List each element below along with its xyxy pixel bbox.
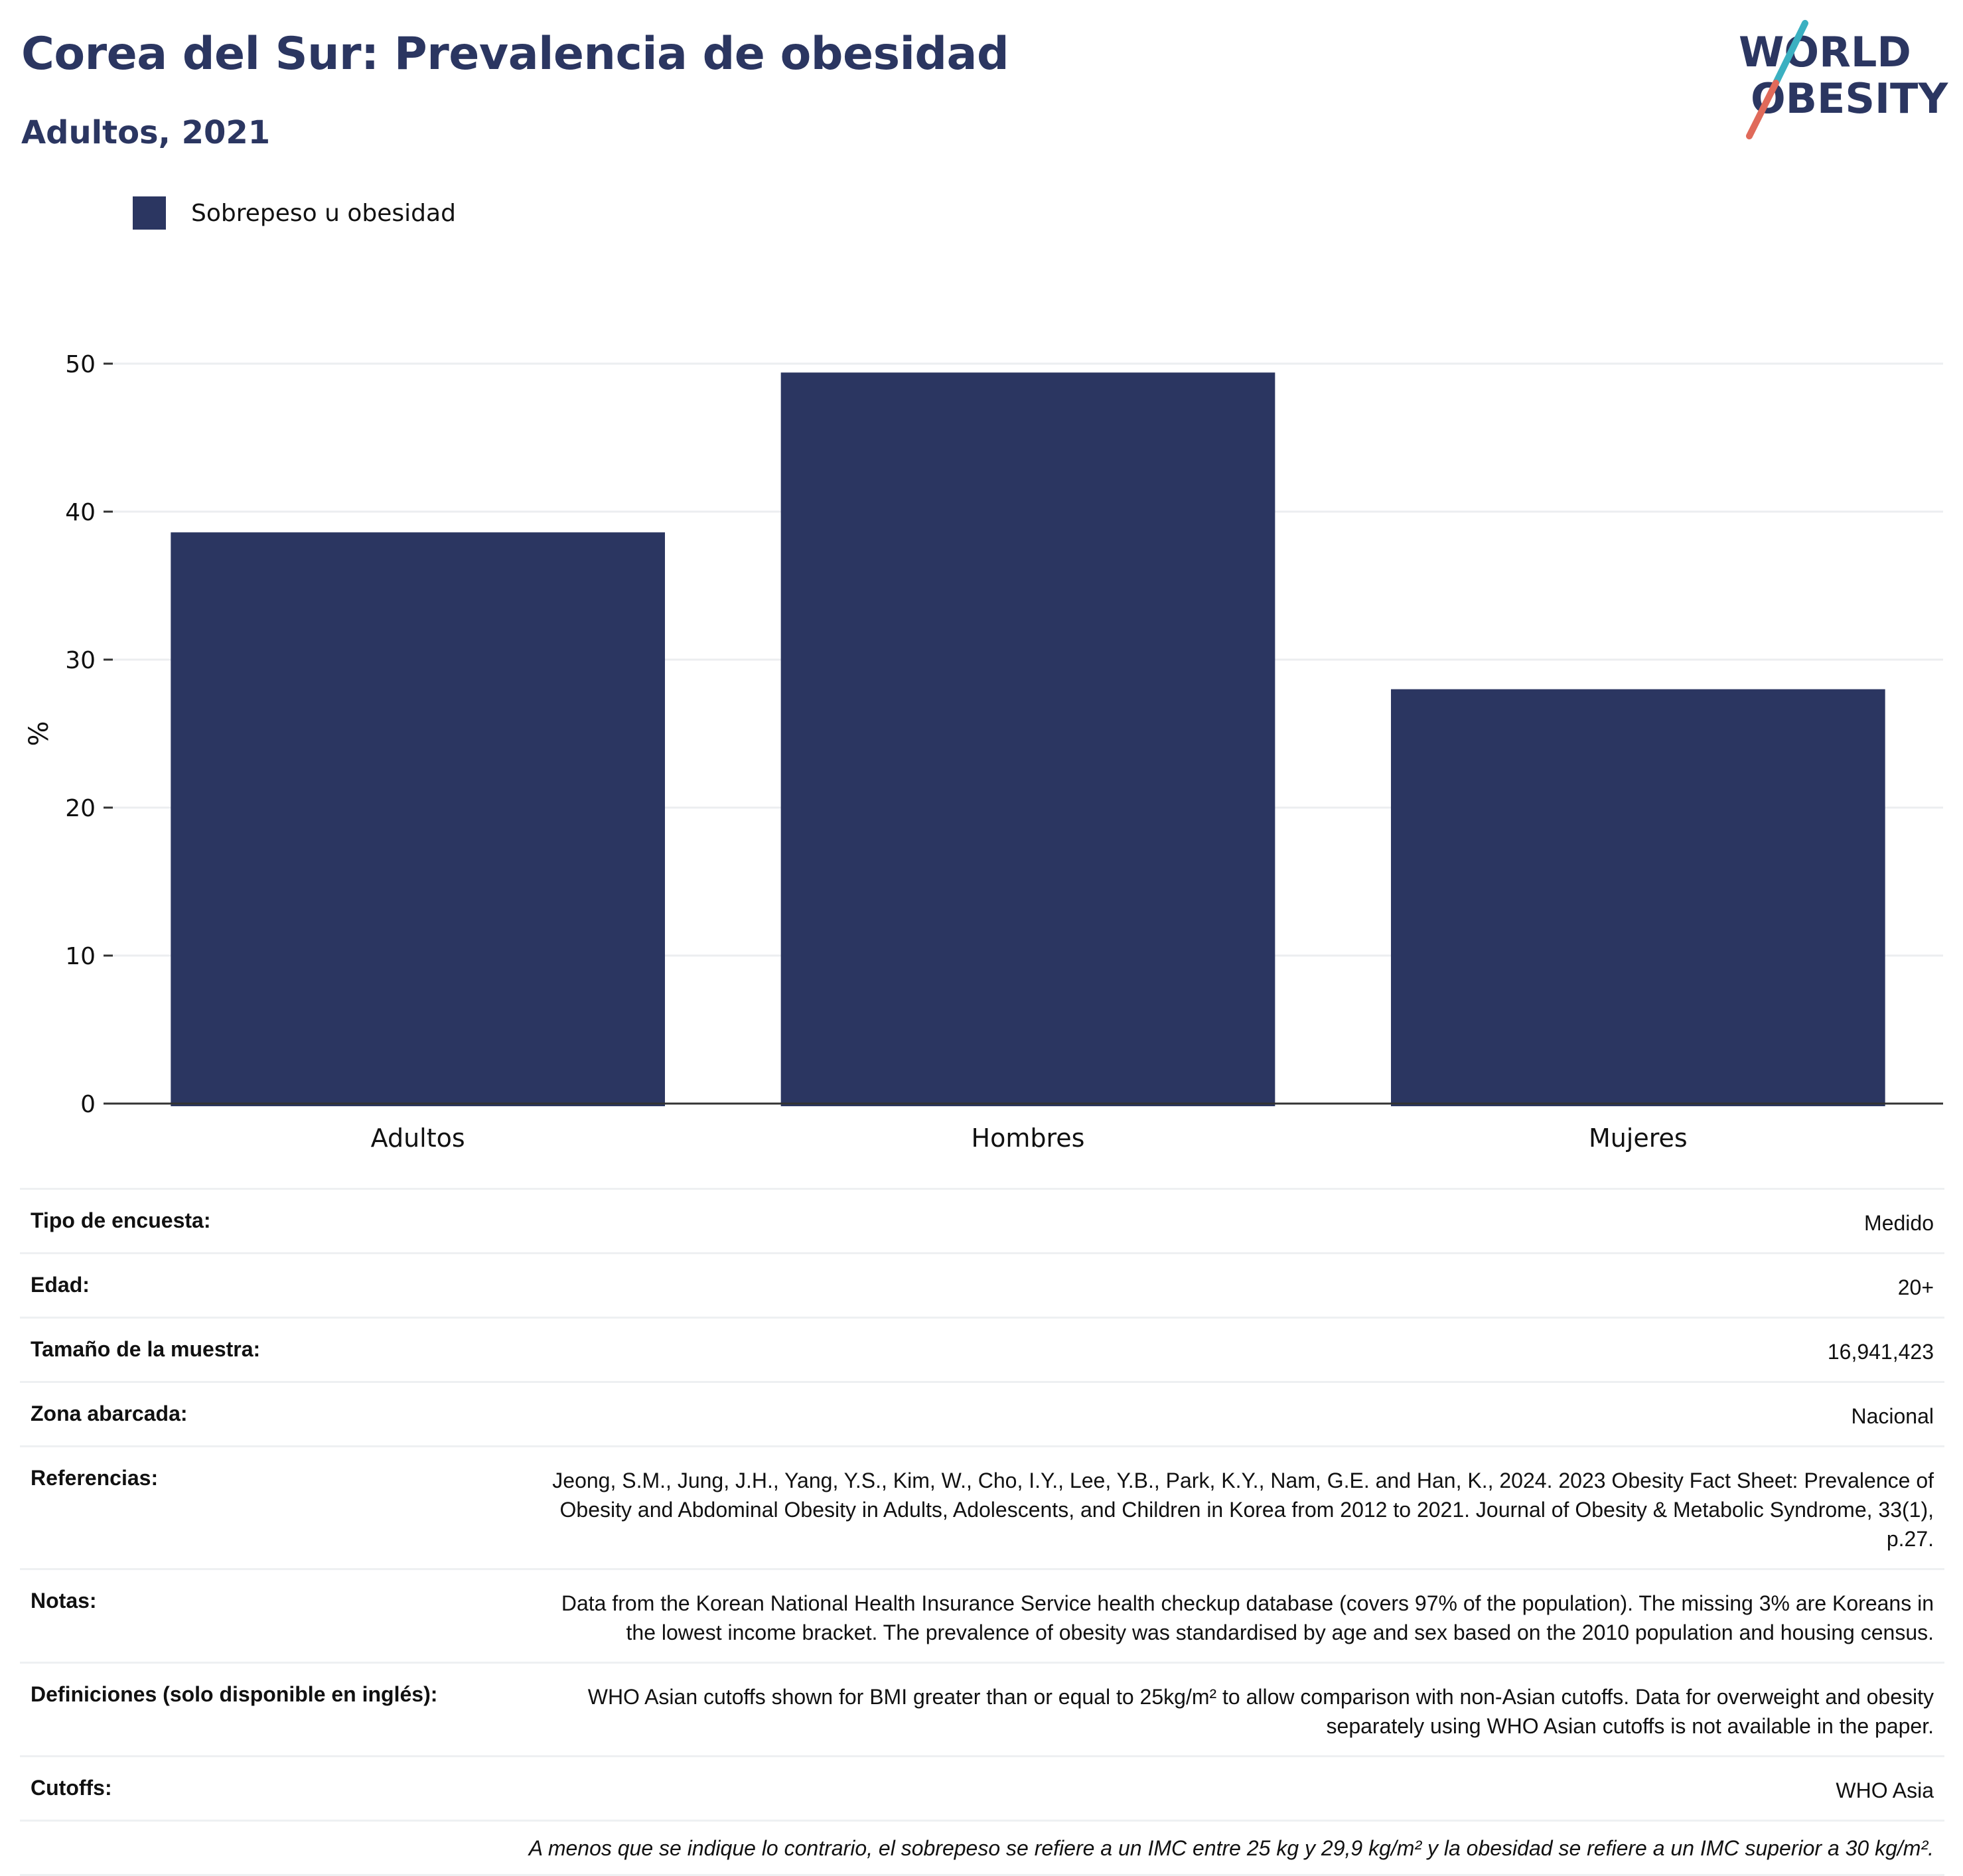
- info-row: Notas: Data from the Korean National Heal…: [20, 1568, 1944, 1662]
- y-tick-label: 0: [80, 1091, 96, 1118]
- info-row: Referencias: Jeong, S.M., Jung, J.H., Yan…: [20, 1445, 1944, 1568]
- info-row: Cutoffs: WHO Asia: [20, 1755, 1944, 1822]
- bar-mujeres: [1391, 689, 1885, 1106]
- world-obesity-logo: WORLD OBESITY: [1739, 20, 1948, 139]
- info-label: Cutoffs:: [31, 1776, 112, 1800]
- info-value: Jeong, S.M., Jung, J.H., Yang, Y.S., Kim…: [552, 1469, 1934, 1551]
- info-row: Tipo de encuesta: Medido: [20, 1188, 1944, 1252]
- bar-adultos: [171, 532, 665, 1106]
- y-tick-label: 20: [65, 795, 96, 822]
- logo-slash-top: [1773, 20, 1808, 86]
- info-value: WHO Asia: [1836, 1778, 1934, 1802]
- x-tick-label: Mujeres: [1589, 1123, 1688, 1153]
- legend-swatch: [133, 196, 166, 230]
- info-row: Definiciones (solo disponible en inglés)…: [20, 1662, 1944, 1755]
- info-row: Zona abarcada: Nacional: [20, 1381, 1944, 1445]
- info-label: Tipo de encuesta:: [31, 1208, 211, 1232]
- info-label: Edad:: [31, 1273, 90, 1297]
- info-value: Medido: [1864, 1211, 1934, 1235]
- y-axis-label: %: [24, 721, 54, 746]
- info-value: 16,941,423: [1827, 1340, 1934, 1364]
- y-tick-label: 10: [65, 943, 96, 970]
- info-row: Edad: 20+: [20, 1252, 1944, 1317]
- page-title: Corea del Sur: Prevalencia de obesidad: [21, 28, 1009, 80]
- info-value: Nacional: [1851, 1404, 1934, 1428]
- info-label: Notas:: [31, 1589, 97, 1613]
- info-table: Tipo de encuesta: Medido Edad: 20+ Tamaño de…: [20, 1188, 1944, 1876]
- info-value: Data from the Korean National Health Ins…: [561, 1591, 1934, 1644]
- logo-line1: WORLD: [1739, 28, 1911, 76]
- bar-hombres: [780, 372, 1275, 1106]
- footnote: A menos que se indique lo contrario, el …: [20, 1822, 1944, 1876]
- legend-label: Sobrepeso u obesidad: [191, 199, 456, 227]
- y-tick-label: 50: [65, 351, 96, 378]
- info-row: Tamaño de la muestra: 16,941,423: [20, 1317, 1944, 1381]
- logo-line2: OBESITY: [1751, 74, 1948, 123]
- y-tick-label: 30: [65, 647, 96, 674]
- info-label: Referencias:: [31, 1466, 159, 1490]
- info-label: Definiciones (solo disponible en inglés)…: [31, 1682, 438, 1706]
- info-label: Zona abarcada:: [31, 1402, 188, 1425]
- page-subtitle: Adultos, 2021: [21, 114, 271, 151]
- y-tick-label: 40: [65, 499, 96, 526]
- bar-chart: 0 10 20 30 40 50% Adultos Hombres Mujeres: [24, 351, 1943, 1153]
- info-value: 20+: [1897, 1275, 1934, 1299]
- info-value: WHO Asian cutoffs shown for BMI greater …: [587, 1685, 1934, 1738]
- info-label: Tamaño de la muestra:: [31, 1337, 261, 1361]
- x-tick-label: Hombres: [972, 1123, 1085, 1153]
- logo-slash-bottom: [1746, 80, 1779, 139]
- chart-legend: Sobrepeso u obesidad: [133, 196, 456, 230]
- x-tick-label: Adultos: [371, 1123, 465, 1153]
